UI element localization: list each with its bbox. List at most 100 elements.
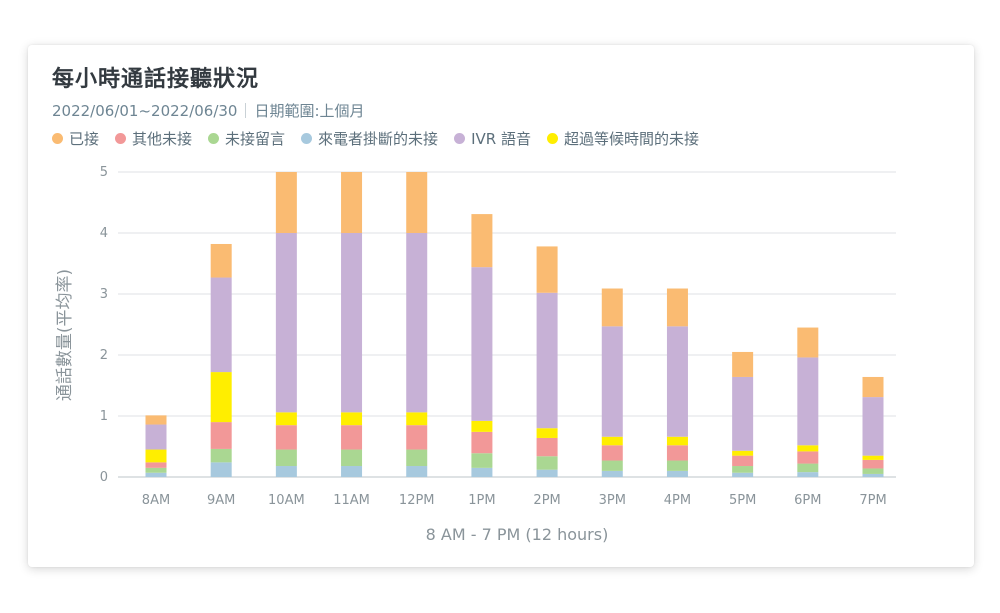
- bar-segment: [536, 292, 558, 429]
- legend-item[interactable]: 來電者掛斷的未接: [301, 128, 438, 149]
- x-tick-label: 10AM: [268, 493, 305, 508]
- bar-segment: [666, 445, 688, 461]
- bar-segment: [732, 455, 754, 467]
- bar-segment: [145, 424, 167, 450]
- bar-segment: [145, 449, 167, 463]
- x-tick-label: 4PM: [664, 493, 691, 508]
- x-tick-label: 11AM: [333, 493, 370, 508]
- bar-segment: [341, 233, 363, 413]
- legend-item[interactable]: 未接留言: [208, 128, 285, 149]
- bar-segment: [732, 351, 754, 377]
- bar-segment: [862, 459, 884, 469]
- bar-segment: [275, 425, 297, 450]
- bar-segment: [862, 473, 884, 477]
- chart-card: 每小時通話接聽狀況 2022/06/01~2022/06/30 日期範圍:上個月 …: [28, 45, 974, 567]
- bar-segment: [210, 422, 232, 449]
- bar-segment: [536, 246, 558, 293]
- bar-segment: [275, 449, 297, 467]
- legend-label: 未接留言: [225, 130, 286, 148]
- bar-segment: [666, 470, 688, 477]
- x-tick-label: 6PM: [794, 493, 821, 508]
- x-axis-title: 8 AM - 7 PM (12 hours): [426, 525, 609, 544]
- bar-segment: [797, 463, 819, 473]
- bar-segment: [210, 277, 232, 373]
- bar-segment: [797, 445, 819, 452]
- x-tick-label: 3PM: [599, 493, 626, 508]
- legend-label: 已接: [69, 130, 100, 148]
- legend-swatch: [454, 133, 466, 144]
- x-tick-label: 5PM: [729, 493, 756, 508]
- bar-segment: [666, 326, 688, 437]
- bar-segment: [862, 376, 884, 398]
- bar-segment: [145, 462, 167, 468]
- bar-segment: [341, 466, 363, 477]
- bar-segment: [275, 466, 297, 477]
- bar-segment: [862, 455, 884, 460]
- bar-segment: [536, 428, 558, 438]
- bar-segment: [797, 327, 819, 358]
- legend-swatch: [546, 133, 558, 144]
- bar-segment: [666, 436, 688, 446]
- bar-segment: [275, 172, 297, 233]
- stacked-bar-chart: 0 1 2 3 4 5 8AM 9AM 10AM 11AM 12PM 1PM 2PM 3PM 4PM 5PM 6…: [55, 165, 896, 544]
- y-axis-title: 通話數量(平均率): [55, 269, 75, 401]
- legend-label: 來電者掛斷的未接: [318, 130, 439, 148]
- legend-item[interactable]: 其他未接: [115, 128, 192, 149]
- legend-label: 超過等候時間的未接: [563, 130, 699, 148]
- legend-swatch: [208, 133, 220, 144]
- bar-segment: [666, 288, 688, 327]
- bar-segment: [406, 466, 428, 477]
- chart-title: 每小時通話接聽狀況: [52, 67, 260, 92]
- bar-segment: [732, 376, 754, 451]
- y-tick-label: 4: [100, 226, 108, 241]
- bar-segment: [210, 462, 232, 477]
- bar-segment: [210, 243, 232, 278]
- y-tick-label: 2: [100, 348, 108, 363]
- bar-segment: [210, 372, 232, 423]
- legend-item[interactable]: 超過等候時間的未接: [546, 128, 699, 149]
- legend-label: IVR 語音: [471, 130, 531, 148]
- legend-swatch: [115, 133, 127, 144]
- bar-segment: [341, 172, 363, 233]
- bar-segment: [601, 326, 623, 437]
- bar-segment: [406, 425, 428, 450]
- bar-segment: [797, 451, 819, 464]
- bar-segment: [341, 425, 363, 450]
- bar-segment: [406, 449, 428, 467]
- bar-segment: [797, 357, 819, 446]
- bar-segment: [862, 397, 884, 456]
- x-tick-label: 12PM: [399, 493, 435, 508]
- x-tick-label: 9AM: [207, 493, 235, 508]
- bar-segment: [601, 445, 623, 461]
- bar-segment: [601, 460, 623, 471]
- bar-segment: [732, 450, 754, 456]
- bar-segment: [732, 466, 754, 473]
- bar-segment: [275, 412, 297, 426]
- legend-swatch: [301, 133, 313, 144]
- y-tick-label: 3: [100, 287, 108, 302]
- chart-subtitle: 2022/06/01~2022/06/30 日期範圍:上個月: [52, 100, 365, 121]
- bar-segment: [471, 267, 493, 421]
- legend-item[interactable]: 已接: [52, 128, 99, 149]
- x-tick-label: 2PM: [533, 493, 560, 508]
- bar-segment: [406, 233, 428, 413]
- x-tick-label: 1PM: [468, 493, 495, 508]
- x-tick-label: 8AM: [142, 493, 170, 508]
- chart-legend: 已接 其他未接 未接留言 來電者掛斷的未接 IVR 語音 超過等候時間的未接: [52, 128, 699, 149]
- legend-item[interactable]: IVR 語音: [454, 128, 531, 149]
- x-tick-label: 7PM: [859, 493, 886, 508]
- bar-segment: [601, 470, 623, 477]
- bar-segment: [341, 449, 363, 467]
- bar-segment: [406, 172, 428, 233]
- bar-segment: [471, 420, 493, 432]
- bar-segment: [536, 437, 558, 457]
- bar-segment: [145, 415, 167, 425]
- date-range: 2022/06/01~2022/06/30: [52, 102, 238, 120]
- bar-segment: [471, 431, 493, 454]
- legend-label: 其他未接: [132, 130, 193, 148]
- bar-segment: [210, 448, 232, 463]
- range-label: 日期範圍:上個月: [254, 102, 365, 120]
- bar-segment: [797, 472, 819, 477]
- subtitle-divider: [245, 103, 247, 118]
- bar-segment: [536, 469, 558, 477]
